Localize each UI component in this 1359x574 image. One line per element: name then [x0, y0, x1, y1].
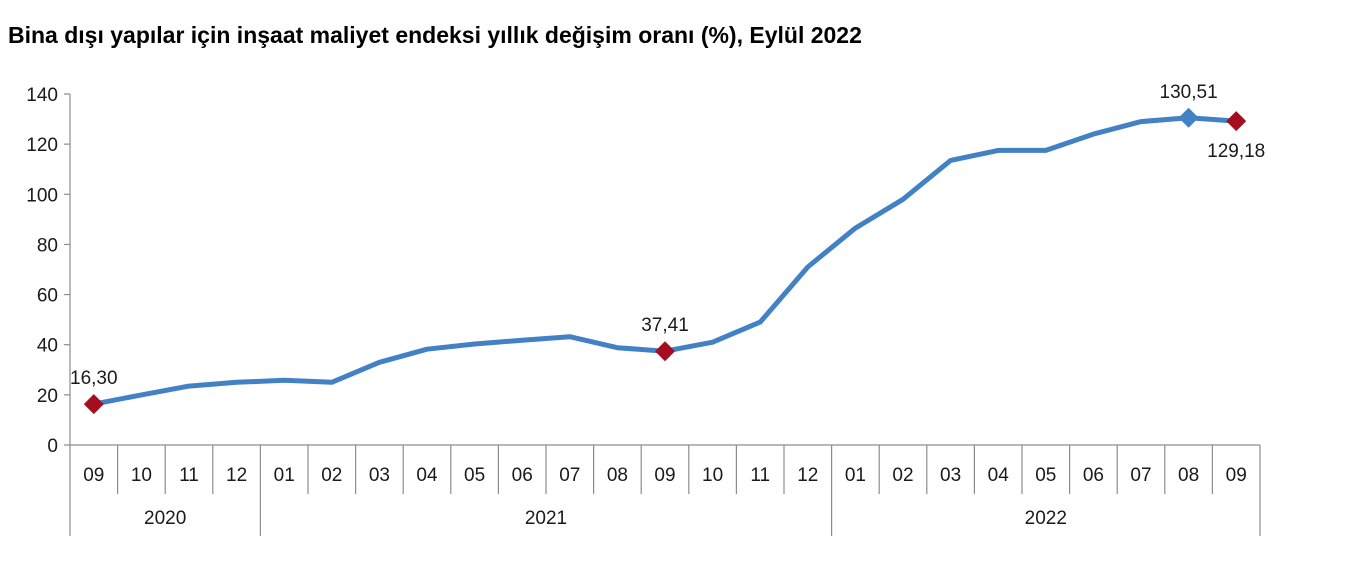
- y-tick-label: 140: [26, 85, 58, 106]
- chart-title: Bina dışı yapılar için inşaat maliyet en…: [8, 22, 862, 48]
- data-label: 37,41: [641, 315, 689, 336]
- x-year-label: 2022: [1025, 508, 1067, 529]
- data-label: 129,18: [1207, 141, 1265, 162]
- x-tick-label: 06: [1083, 465, 1104, 486]
- x-tick-label: 06: [512, 465, 533, 486]
- x-tick-label: 11: [179, 465, 199, 486]
- x-tick-label: 10: [131, 465, 152, 486]
- x-tick-label: 12: [797, 465, 818, 486]
- x-tick-label: 04: [988, 465, 1010, 486]
- axes: [64, 93, 1261, 536]
- x-tick-label: 01: [845, 465, 866, 486]
- x-tick-label: 02: [321, 465, 342, 486]
- x-tick-label: 03: [369, 465, 390, 486]
- data-label: 16,30: [70, 368, 118, 389]
- x-tick-label: 10: [702, 465, 723, 486]
- data-point-marker: [655, 341, 675, 362]
- x-year-label: 2020: [144, 508, 186, 529]
- x-tick-label: 11: [750, 465, 770, 486]
- x-tick-label: 09: [654, 465, 675, 486]
- data-point-marker: [1226, 111, 1247, 132]
- x-tick-label: 05: [464, 465, 485, 486]
- x-tick-label: 05: [1035, 465, 1056, 486]
- data-point-marker: [83, 394, 104, 415]
- x-tick-label: 07: [1130, 465, 1151, 486]
- y-tick-label: 40: [37, 336, 58, 357]
- x-tick-label: 12: [226, 465, 247, 486]
- y-tick-label: 0: [47, 436, 58, 457]
- y-tick-label: 20: [37, 386, 58, 407]
- x-tick-label: 02: [892, 465, 913, 486]
- y-tick-label: 100: [26, 185, 58, 206]
- x-tick-label: 08: [1178, 465, 1199, 486]
- y-tick-label: 80: [37, 235, 58, 256]
- y-tick-label: 60: [37, 286, 58, 307]
- y-tick-label: 120: [26, 135, 58, 156]
- data-point-marker: [1178, 107, 1199, 128]
- x-tick-label: 04: [416, 465, 438, 486]
- x-tick-label: 03: [940, 465, 961, 486]
- data-labels-layer: 16,30 37,41 130,51 129,18: [70, 82, 1265, 389]
- markers-layer: [83, 107, 1247, 415]
- x-tick-label: 01: [274, 465, 295, 486]
- x-tick-label: 07: [559, 465, 580, 486]
- x-tick-label: 08: [607, 465, 628, 486]
- x-tick-label: 09: [1226, 465, 1247, 486]
- x-year-label: 2021: [525, 508, 567, 529]
- x-tick-label: 09: [83, 465, 104, 486]
- data-label: 130,51: [1160, 82, 1218, 103]
